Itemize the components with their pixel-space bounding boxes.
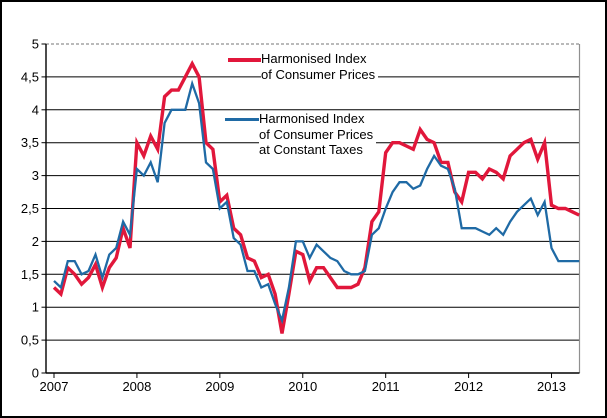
- y-tick-label: 1: [32, 300, 39, 315]
- legend-label-line: of Consumer Prices: [259, 126, 377, 142]
- y-axis-ticks-labels: 0 0,5 1 1,5 2 2,5 3 3,5 4 4,5 5: [21, 37, 46, 381]
- x-tick-label: 2008: [122, 379, 151, 394]
- x-tick-label: 2010: [288, 379, 317, 394]
- x-axis-ticks-labels: 2007 2008 2009 2010 2011 2012 2013: [40, 373, 566, 394]
- y-tick-label: 5: [32, 37, 39, 52]
- x-tick-label: 2007: [40, 379, 69, 394]
- x-tick-label: 2012: [454, 379, 483, 394]
- legend-label-line: Harmonised Index: [261, 51, 379, 67]
- y-tick-label: 2,5: [21, 201, 39, 216]
- legend-label-line: Harmonised Index: [259, 111, 377, 127]
- legend-label-line: of Consumer Prices: [261, 66, 379, 82]
- legend-item-hicp: Harmonised Index of Consumer Prices: [228, 51, 379, 82]
- y-tick-label: 3: [32, 168, 39, 183]
- y-tick-label: 3,5: [21, 135, 39, 150]
- y-tick-label: 1,5: [21, 267, 39, 282]
- legend-item-hicp_ct: Harmonised Index of Consumer Prices at Con…: [225, 111, 377, 158]
- y-tick-label: 0: [32, 366, 39, 381]
- x-tick-label: 2009: [205, 379, 234, 394]
- legend-label-hicp_ct: Harmonised Index of Consumer Prices at Con…: [259, 111, 377, 158]
- legend-label-hicp: Harmonised Index of Consumer Prices: [261, 51, 379, 82]
- legend-label-line: at Constant Taxes: [259, 142, 377, 158]
- legend-line-swatch-hicp_ct: [225, 118, 259, 121]
- series-line-hicp_ct: [53, 79, 580, 325]
- x-tick-label: 2013: [537, 379, 566, 394]
- x-tick-label: 2011: [372, 379, 400, 394]
- y-tick-label: 4,5: [21, 69, 39, 84]
- series-line-hicp: [52, 60, 580, 334]
- y-tick-label: 4: [32, 102, 39, 117]
- y-tick-label: 0,5: [21, 333, 39, 348]
- y-tick-label: 2: [32, 234, 39, 249]
- legend-line-swatch-hicp: [228, 58, 261, 62]
